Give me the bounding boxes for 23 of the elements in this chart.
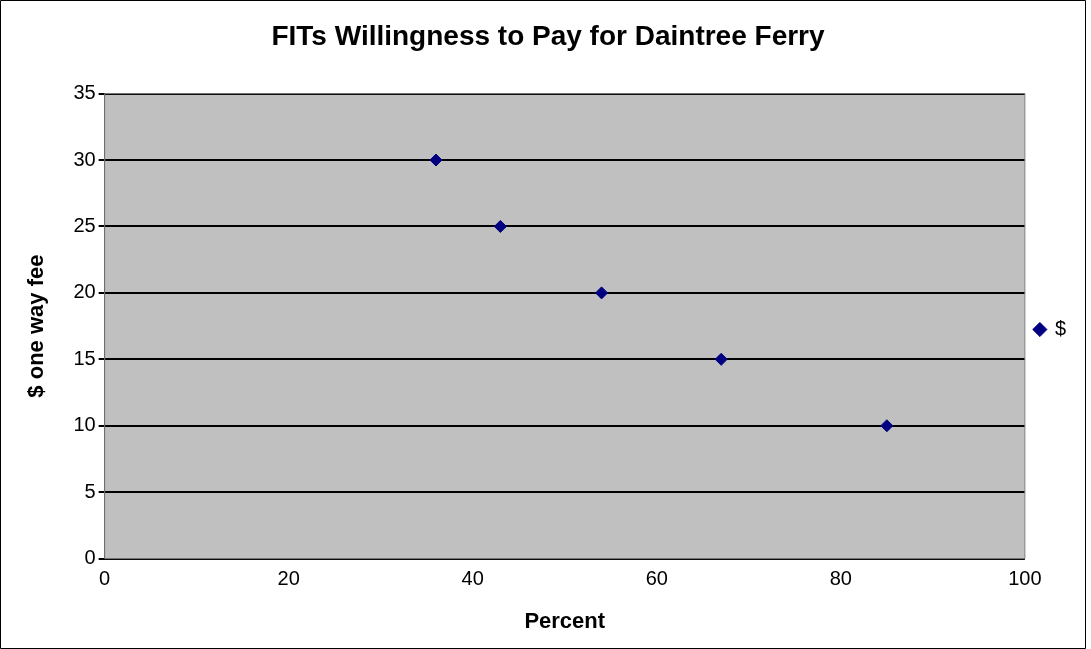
y-tick-label: 35: [73, 81, 96, 104]
x-tick-label: 100: [1008, 567, 1042, 590]
chart-title: FITs Willingness to Pay for Daintree Ferry: [271, 19, 825, 51]
y-axis-title: $ one way fee: [23, 254, 49, 398]
y-tick-label: 10: [73, 413, 96, 436]
x-axis-title: Percent: [524, 607, 606, 633]
x-tick-label: 0: [99, 567, 111, 590]
point: [429, 153, 443, 167]
point: [493, 219, 507, 233]
y-tick-label: 0: [84, 546, 96, 569]
legend-label: $: [1054, 317, 1066, 340]
x-tick-label: 20: [277, 567, 300, 590]
y-tick-label: 30: [73, 147, 96, 170]
y-tick-label: 15: [73, 346, 96, 369]
y-tick-label: 25: [73, 213, 96, 236]
x-tick-label: 80: [829, 567, 852, 590]
x-tick-label: 60: [645, 567, 668, 590]
point: [595, 286, 609, 300]
point: [714, 352, 728, 366]
y-tick-label: 5: [84, 479, 96, 502]
y-tick-label: 20: [73, 280, 96, 303]
x-tick-label: 40: [461, 567, 484, 590]
point: [880, 419, 894, 433]
